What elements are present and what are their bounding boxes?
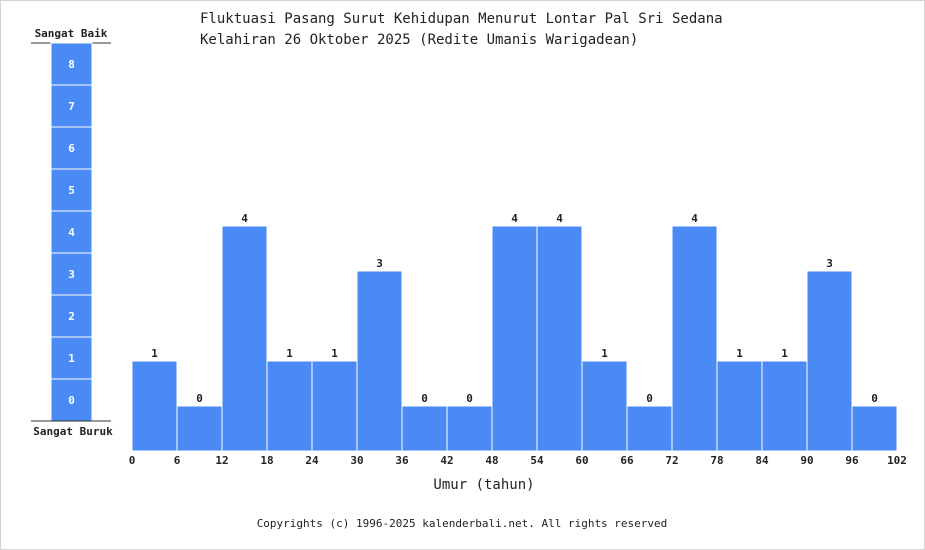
bar-42-48 [446, 405, 493, 452]
x-tick-label: 24 [305, 454, 319, 467]
bar-value-label: 4 [511, 212, 518, 225]
x-tick-label: 36 [395, 454, 409, 467]
bar-6-12 [176, 405, 223, 452]
scale-bottom-label: Sangat Buruk [33, 425, 113, 438]
bar-24-30 [311, 360, 358, 452]
chart-subtitle: Kelahiran 26 Oktober 2025 (Redite Umanis… [200, 32, 638, 48]
scale-level-label: 3 [68, 268, 75, 281]
bar-48-54 [491, 225, 538, 452]
scale-level-label: 8 [68, 58, 75, 71]
bar-value-label: 0 [871, 392, 878, 405]
bar-84-90 [761, 360, 808, 452]
bar-value-label: 0 [466, 392, 473, 405]
x-tick-label: 90 [800, 454, 813, 467]
x-tick-label: 72 [665, 454, 678, 467]
scale-segment-1 [50, 336, 93, 380]
bar-18-24 [266, 360, 313, 452]
x-tick-label: 84 [755, 454, 769, 467]
scale-segment-8 [50, 42, 93, 86]
x-tick-label: 12 [215, 454, 228, 467]
scale-segment-4 [50, 210, 93, 254]
bar-value-label: 3 [376, 257, 383, 270]
bar-value-label: 0 [196, 392, 203, 405]
x-tick-label: 102 [887, 454, 907, 467]
bar-78-84 [716, 360, 763, 452]
value-labels: 1 0 4 1 1 3 0 0 4 4 1 0 4 1 1 3 0 [151, 212, 878, 405]
bar-60-66 [581, 360, 628, 452]
bar-72-78 [671, 225, 718, 452]
bar-0-6 [131, 360, 178, 452]
scale-top-label: Sangat Baik [35, 27, 108, 40]
bar-30-36 [356, 270, 403, 452]
x-tick-label: 60 [575, 454, 588, 467]
bar-66-72 [626, 405, 673, 452]
bar-value-label: 1 [601, 347, 608, 360]
x-tick-labels: 0 6 12 18 24 30 36 42 48 54 60 66 72 78 84 90 96 102 [129, 454, 907, 467]
bar-96-102 [851, 405, 898, 452]
scale-level-label: 0 [68, 394, 75, 407]
scale-segment-3 [50, 252, 93, 296]
scale-segment-7 [50, 84, 93, 128]
scale-level-label: 4 [68, 226, 75, 239]
x-tick-label: 6 [174, 454, 181, 467]
bar-value-label: 4 [556, 212, 563, 225]
bar-value-label: 4 [691, 212, 698, 225]
bar-value-label: 4 [241, 212, 248, 225]
bar-value-label: 1 [331, 347, 338, 360]
scale-level-label: 2 [68, 310, 75, 323]
x-tick-label: 42 [440, 454, 453, 467]
scale-level-label: 7 [68, 100, 75, 113]
scale-level-label: 5 [68, 184, 75, 197]
bar-12-18 [221, 225, 268, 452]
x-tick-label: 0 [129, 454, 136, 467]
bars [131, 225, 898, 452]
x-tick-label: 30 [350, 454, 363, 467]
scale-level-label: 1 [68, 352, 75, 365]
x-axis-label: Umur (tahun) [433, 477, 534, 493]
x-tick-label: 78 [710, 454, 723, 467]
copyright-text: Copyrights (c) 1996-2025 kalenderbali.ne… [257, 517, 668, 530]
bar-value-label: 0 [421, 392, 428, 405]
bar-value-label: 0 [646, 392, 653, 405]
bar-value-label: 1 [286, 347, 293, 360]
x-tick-label: 96 [845, 454, 859, 467]
bar-value-label: 1 [151, 347, 158, 360]
scale-segment-6 [50, 126, 93, 170]
x-tick-label: 18 [260, 454, 273, 467]
x-tick-label: 48 [485, 454, 498, 467]
bar-90-96 [806, 270, 853, 452]
scale-level-label: 6 [68, 142, 75, 155]
bar-value-label: 3 [826, 257, 833, 270]
bar-54-60 [536, 225, 583, 452]
x-tick-label: 54 [530, 454, 544, 467]
bar-36-42 [401, 405, 448, 452]
scale-segment-5 [50, 168, 93, 212]
chart-title: Fluktuasi Pasang Surut Kehidupan Menurut… [200, 11, 723, 27]
bar-value-label: 1 [781, 347, 788, 360]
bar-value-label: 1 [736, 347, 743, 360]
scale-bar: 0 1 2 3 4 5 6 7 8 [50, 42, 93, 422]
x-tick-label: 66 [620, 454, 634, 467]
